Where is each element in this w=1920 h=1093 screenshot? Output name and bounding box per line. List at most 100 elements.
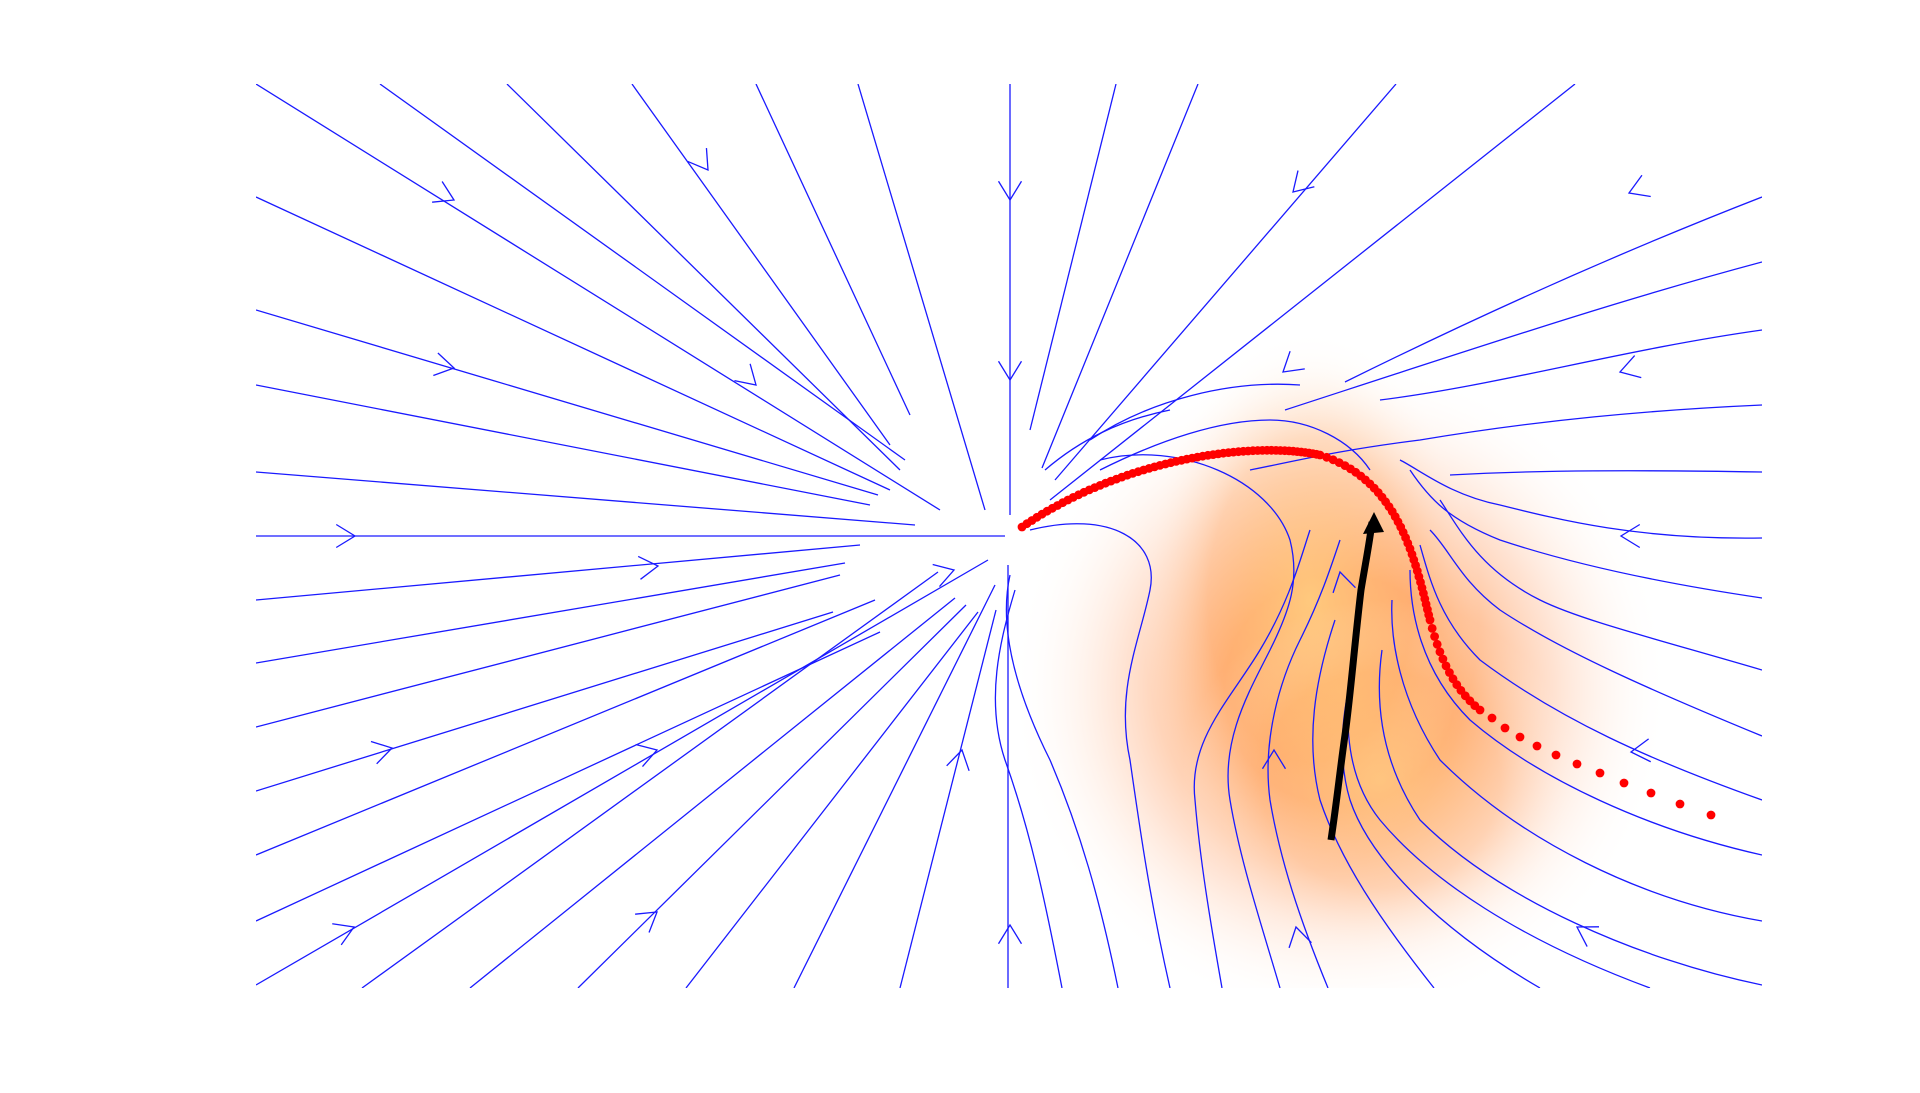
streamline xyxy=(256,631,881,922)
streamline-arrowhead xyxy=(687,148,709,172)
streamline xyxy=(1391,599,1762,922)
streamline xyxy=(1399,459,1762,539)
streamline xyxy=(506,84,901,471)
streamline xyxy=(1284,261,1762,411)
streamline-arrowhead xyxy=(997,180,1023,202)
streamline xyxy=(1099,419,1371,471)
streamline xyxy=(1429,529,1762,737)
streamline xyxy=(685,611,979,988)
trajectory-dot xyxy=(1475,705,1485,715)
streamline-arrowhead xyxy=(932,563,956,587)
streamline-arrowhead xyxy=(1332,570,1356,594)
streamline xyxy=(631,84,891,446)
streamline-arrowhead xyxy=(1282,350,1305,373)
streamline-arrowhead xyxy=(1618,355,1642,379)
trajectory-dot xyxy=(1427,624,1437,633)
streamline xyxy=(256,559,989,986)
streamline xyxy=(1409,569,1762,856)
trajectory-dot xyxy=(1441,661,1451,671)
streamline xyxy=(1344,196,1762,383)
streamline xyxy=(1099,454,1295,988)
trajectory-dot xyxy=(1315,450,1325,460)
streamline xyxy=(1029,523,1171,988)
streamline xyxy=(1449,470,1762,476)
streamline xyxy=(1378,649,1762,986)
streamline xyxy=(1312,619,1435,988)
heatmap-region xyxy=(1010,330,1670,988)
trajectory-dot xyxy=(1500,723,1510,733)
streamline xyxy=(1029,84,1117,431)
trajectory-dot xyxy=(1706,810,1716,820)
streamline-arrowhead xyxy=(332,923,356,946)
streamline xyxy=(256,544,861,601)
streamline xyxy=(256,562,846,664)
streamline xyxy=(361,571,939,988)
trajectory-dot xyxy=(1675,799,1685,809)
streamline-arrowhead xyxy=(1629,738,1652,763)
streamline-arrowhead xyxy=(635,743,659,767)
streamline xyxy=(994,589,1063,988)
streamline-arrowhead xyxy=(432,181,456,203)
streamline xyxy=(256,196,891,491)
streamline-arrowhead xyxy=(433,352,456,377)
streamline-arrowhead xyxy=(997,923,1023,945)
trajectory-dot xyxy=(1515,732,1525,742)
streamline xyxy=(256,599,876,856)
trajectory-dot xyxy=(1572,759,1582,769)
streamline xyxy=(857,84,986,511)
streamline xyxy=(1249,404,1762,471)
streamline xyxy=(1193,529,1311,988)
streamline-arrowhead xyxy=(997,360,1023,382)
streamline xyxy=(1379,329,1762,401)
streamline xyxy=(899,609,997,988)
streamline-arrowhead xyxy=(1575,926,1600,947)
streamline xyxy=(379,84,906,461)
streamline xyxy=(1054,84,1397,481)
streamline-arrows xyxy=(332,148,1652,949)
trajectory-dot xyxy=(1487,713,1497,723)
streamline-arrowhead xyxy=(1619,523,1641,549)
streamline xyxy=(577,604,967,988)
streamline-arrowhead xyxy=(335,523,357,549)
streamline-arrowhead xyxy=(1627,174,1651,198)
trajectory-dot xyxy=(1551,750,1561,760)
streamline xyxy=(1409,469,1762,599)
streamline xyxy=(256,384,871,506)
streamline xyxy=(256,471,916,526)
streamline xyxy=(1044,409,1171,471)
trajectory-dot xyxy=(1619,778,1629,788)
streamline xyxy=(793,584,996,988)
streamlines xyxy=(256,84,1762,988)
streamline-arrowhead xyxy=(946,748,970,772)
trajectory-dot xyxy=(1432,639,1442,649)
streamline xyxy=(469,597,956,988)
streamline xyxy=(1089,383,1301,441)
red-trajectory xyxy=(1017,445,1716,820)
trajectory-dot xyxy=(1435,647,1445,657)
trajectory-dot xyxy=(1430,632,1439,641)
streamline xyxy=(1267,539,1341,988)
trajectory-dot xyxy=(1646,788,1656,798)
streamline xyxy=(256,309,879,496)
streamline xyxy=(755,84,911,416)
trajectory-dot xyxy=(1595,768,1605,778)
trajectory-dot xyxy=(1438,654,1448,664)
streamline-arrowhead xyxy=(637,555,660,580)
streamline xyxy=(1439,499,1762,671)
streamline-arrowhead xyxy=(1261,748,1287,770)
streamline xyxy=(256,574,841,728)
black-arrow xyxy=(1327,512,1384,841)
streamline xyxy=(256,84,941,511)
streamline-arrowhead xyxy=(635,911,658,933)
streamline xyxy=(256,611,834,792)
streamline xyxy=(1041,84,1199,469)
streamline-arrowhead xyxy=(1292,170,1315,193)
streamline-arrowhead xyxy=(1288,925,1312,949)
streamline-arrowhead xyxy=(734,363,757,386)
streamline-arrowhead xyxy=(370,740,394,765)
streamline xyxy=(1419,544,1762,801)
trajectory-dot xyxy=(1532,741,1542,751)
streamline xyxy=(1005,574,1119,988)
